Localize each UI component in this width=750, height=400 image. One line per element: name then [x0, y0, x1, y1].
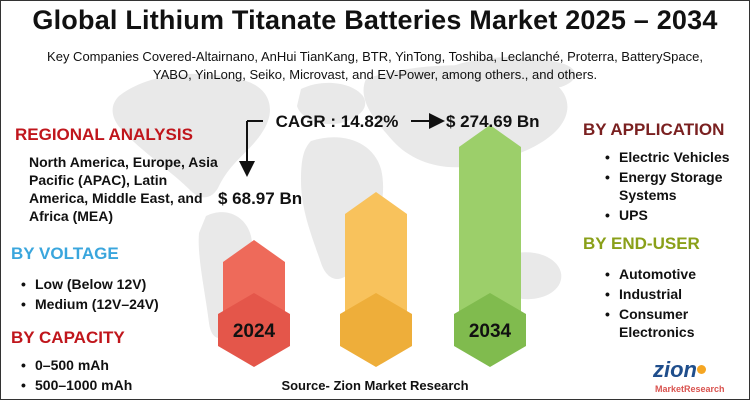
- regional-analysis-heading: REGIONAL ANALYSIS: [15, 125, 193, 144]
- end-user-item: Automotive: [599, 265, 739, 283]
- zion-logo: zion MarketResearch: [653, 357, 733, 395]
- bar-category-label: 2034: [469, 321, 512, 342]
- cagr-annotation: CAGR : 14.82%: [276, 112, 399, 131]
- logo-mark-icon: [697, 365, 706, 374]
- bar-value-label: $ 274.69 Bn: [446, 112, 540, 131]
- logo-main-text: zion: [653, 357, 697, 382]
- application-item: Energy Storage Systems: [599, 168, 749, 204]
- regional-analysis-text: North America, Europe, Asia Pacific (APA…: [29, 154, 218, 224]
- voltage-list: Low (Below 12V) Medium (12V–24V): [15, 275, 159, 315]
- end-user-item: Consumer Electronics: [599, 305, 739, 341]
- bar-pillar: [345, 192, 407, 330]
- capacity-item: 0–500 mAh: [15, 356, 132, 374]
- application-item: UPS: [599, 206, 749, 224]
- source-note: Source- Zion Market Research: [281, 378, 469, 393]
- bar-category-label: 2024: [233, 321, 276, 342]
- voltage-item: Medium (12V–24V): [15, 295, 159, 313]
- bar-cap: [340, 293, 412, 367]
- page-title: Global Lithium Titanate Batteries Market…: [32, 5, 718, 35]
- logo-sub-text: MarketResearch: [655, 384, 725, 394]
- voltage-item: Low (Below 12V): [15, 275, 159, 293]
- bar-pillar: [459, 125, 521, 330]
- bar-cap: [218, 293, 290, 367]
- bar-value-label: $ 68.97 Bn: [218, 189, 302, 208]
- end-user-item: Industrial: [599, 285, 739, 303]
- capacity-heading: BY CAPACITY: [11, 328, 125, 347]
- end-user-heading: BY END-USER: [583, 234, 700, 253]
- application-item: Electric Vehicles: [599, 148, 749, 166]
- key-companies-text: Key Companies Covered-Altairnano, AnHui …: [47, 49, 703, 82]
- end-user-list: Automotive Industrial Consumer Electroni…: [599, 265, 739, 343]
- capacity-list: 0–500 mAh 500–1000 mAh: [15, 356, 132, 396]
- bar-cap: [454, 293, 526, 367]
- voltage-heading: BY VOLTAGE: [11, 244, 119, 263]
- capacity-item: 500–1000 mAh: [15, 376, 132, 394]
- application-heading: BY APPLICATION: [583, 120, 725, 139]
- application-list: Electric Vehicles Energy Storage Systems…: [599, 148, 749, 226]
